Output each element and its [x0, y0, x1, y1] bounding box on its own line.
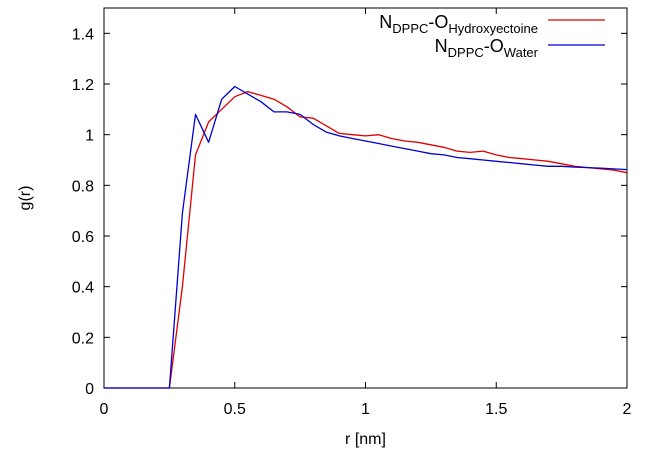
plot-frame [103, 7, 628, 389]
y-tick-label: 0 [85, 381, 94, 398]
x-tick-label: 1 [361, 401, 370, 418]
legend-label-water: NDPPC-OWater [435, 36, 539, 60]
series-lines [104, 85, 628, 389]
y-tick-label: 1.4 [72, 26, 94, 43]
legend-entry-water: NDPPC-OWater [435, 36, 605, 60]
y-tick-label: 1 [85, 128, 94, 145]
y-tick-label: 0.4 [72, 280, 94, 297]
y-tick-label: 0.8 [72, 178, 94, 195]
y-tick-label: 1.2 [72, 77, 94, 94]
y-tick-label: 0.6 [72, 229, 94, 246]
series-line-hydroxyectoine [104, 90, 628, 389]
axis-tick-labels: 0 0.5 1 1.5 2 0 0.2 0.4 0.6 0.8 1 1.2 1.4 [72, 26, 632, 418]
x-axis-label: r [nm] [345, 431, 386, 448]
y-tick-label: 0.2 [72, 330, 94, 347]
x-tick-label: 1.5 [485, 401, 507, 418]
legend: NDPPC-OHydroxyectoine NDPPC-OWater [379, 12, 605, 60]
x-tick-label: 0.5 [224, 401, 246, 418]
legend-label-hydroxyectoine: NDPPC-OHydroxyectoine [379, 12, 538, 36]
legend-entry-hydroxyectoine: NDPPC-OHydroxyectoine [379, 12, 605, 36]
axis-ticks [103, 8, 628, 389]
y-axis-label: g(r) [17, 186, 34, 211]
series-line-water [104, 85, 628, 389]
x-tick-label: 0 [100, 401, 109, 418]
x-tick-label: 2 [623, 401, 632, 418]
